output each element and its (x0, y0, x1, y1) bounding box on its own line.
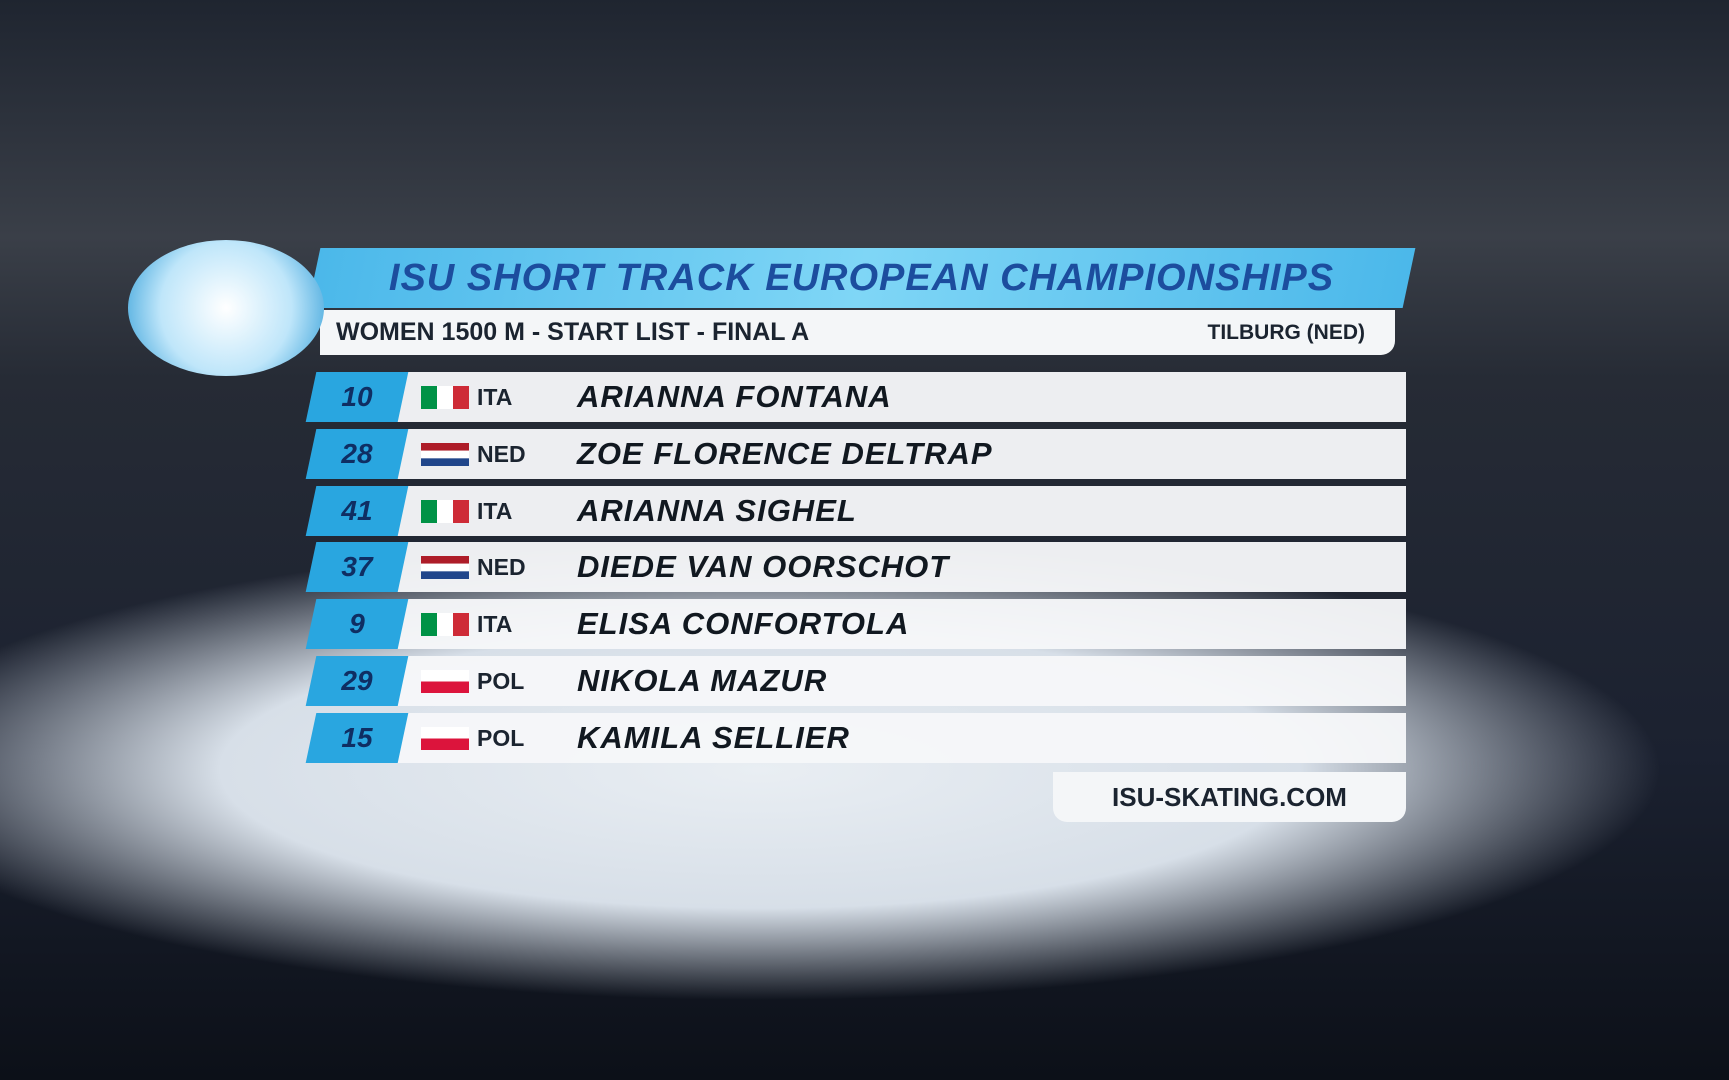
athlete-name: ELISA CONFORTOLA (577, 606, 910, 642)
country-code: ITA (477, 384, 513, 410)
start-row: 41 ITA ARIANNA SIGHEL (305, 485, 1406, 536)
country-code: NED (477, 440, 526, 467)
flag (421, 613, 469, 637)
start-row: 10 ITA ARIANNA FONTANA (305, 372, 1406, 422)
row-bar (371, 372, 1406, 422)
athlete-name: DIEDE VAN OORSCHOT (577, 549, 950, 585)
country-code: ITA (477, 497, 513, 524)
start-row: 9 ITA ELISA CONFORTOLA (305, 599, 1406, 650)
bib-number: 28 (341, 437, 373, 469)
flag (421, 442, 469, 466)
flag (421, 386, 469, 409)
start-row: 28 NED ZOE FLORENCE DELTRAP (305, 428, 1406, 479)
bib-number: 9 (349, 608, 365, 640)
athlete-name: KAMILA SELLIER (577, 719, 850, 755)
url: ISU-SKATING.COM (1112, 782, 1347, 812)
subtitle: WOMEN 1500 M - START LIST - FINAL A (336, 318, 810, 346)
flag (421, 726, 469, 750)
flag (421, 499, 469, 523)
bib-number: 37 (341, 551, 373, 583)
row-bar (371, 485, 1406, 536)
athlete-name: NIKOLA MAZUR (577, 663, 828, 698)
bib-number: 29 (341, 665, 373, 696)
row-bar (371, 712, 1406, 763)
athlete-name: ARIANNA FONTANA (577, 379, 892, 414)
bib-number: 41 (341, 494, 373, 526)
row-bar (371, 656, 1406, 706)
footer-bar (1053, 772, 1406, 822)
subtitle-bar (320, 310, 1395, 355)
row-bar (371, 599, 1406, 650)
start-row: 29 POL NIKOLA MAZUR (305, 656, 1406, 706)
row-bar (371, 542, 1406, 593)
logo (128, 240, 324, 376)
bib-number: 15 (341, 721, 373, 753)
country-code: POL (477, 668, 525, 694)
title: ISU SHORT TRACK EUROPEAN CHAMPIONSHIPS (388, 257, 1335, 299)
athlete-name: ARIANNA SIGHEL (577, 492, 857, 528)
flag (421, 556, 469, 580)
country-code: NED (477, 554, 526, 581)
row-bar (371, 428, 1406, 479)
country-code: POL (477, 724, 525, 751)
bib-number: 10 (341, 381, 373, 412)
country-code: ITA (477, 611, 513, 638)
location: TILBURG (NED) (1207, 321, 1365, 344)
flag (421, 670, 469, 693)
start-row: 37 NED DIEDE VAN OORSCHOT (305, 542, 1406, 593)
start-row: 15 POL KAMILA SELLIER (305, 712, 1406, 763)
athlete-name: ZOE FLORENCE DELTRAP (577, 435, 993, 471)
